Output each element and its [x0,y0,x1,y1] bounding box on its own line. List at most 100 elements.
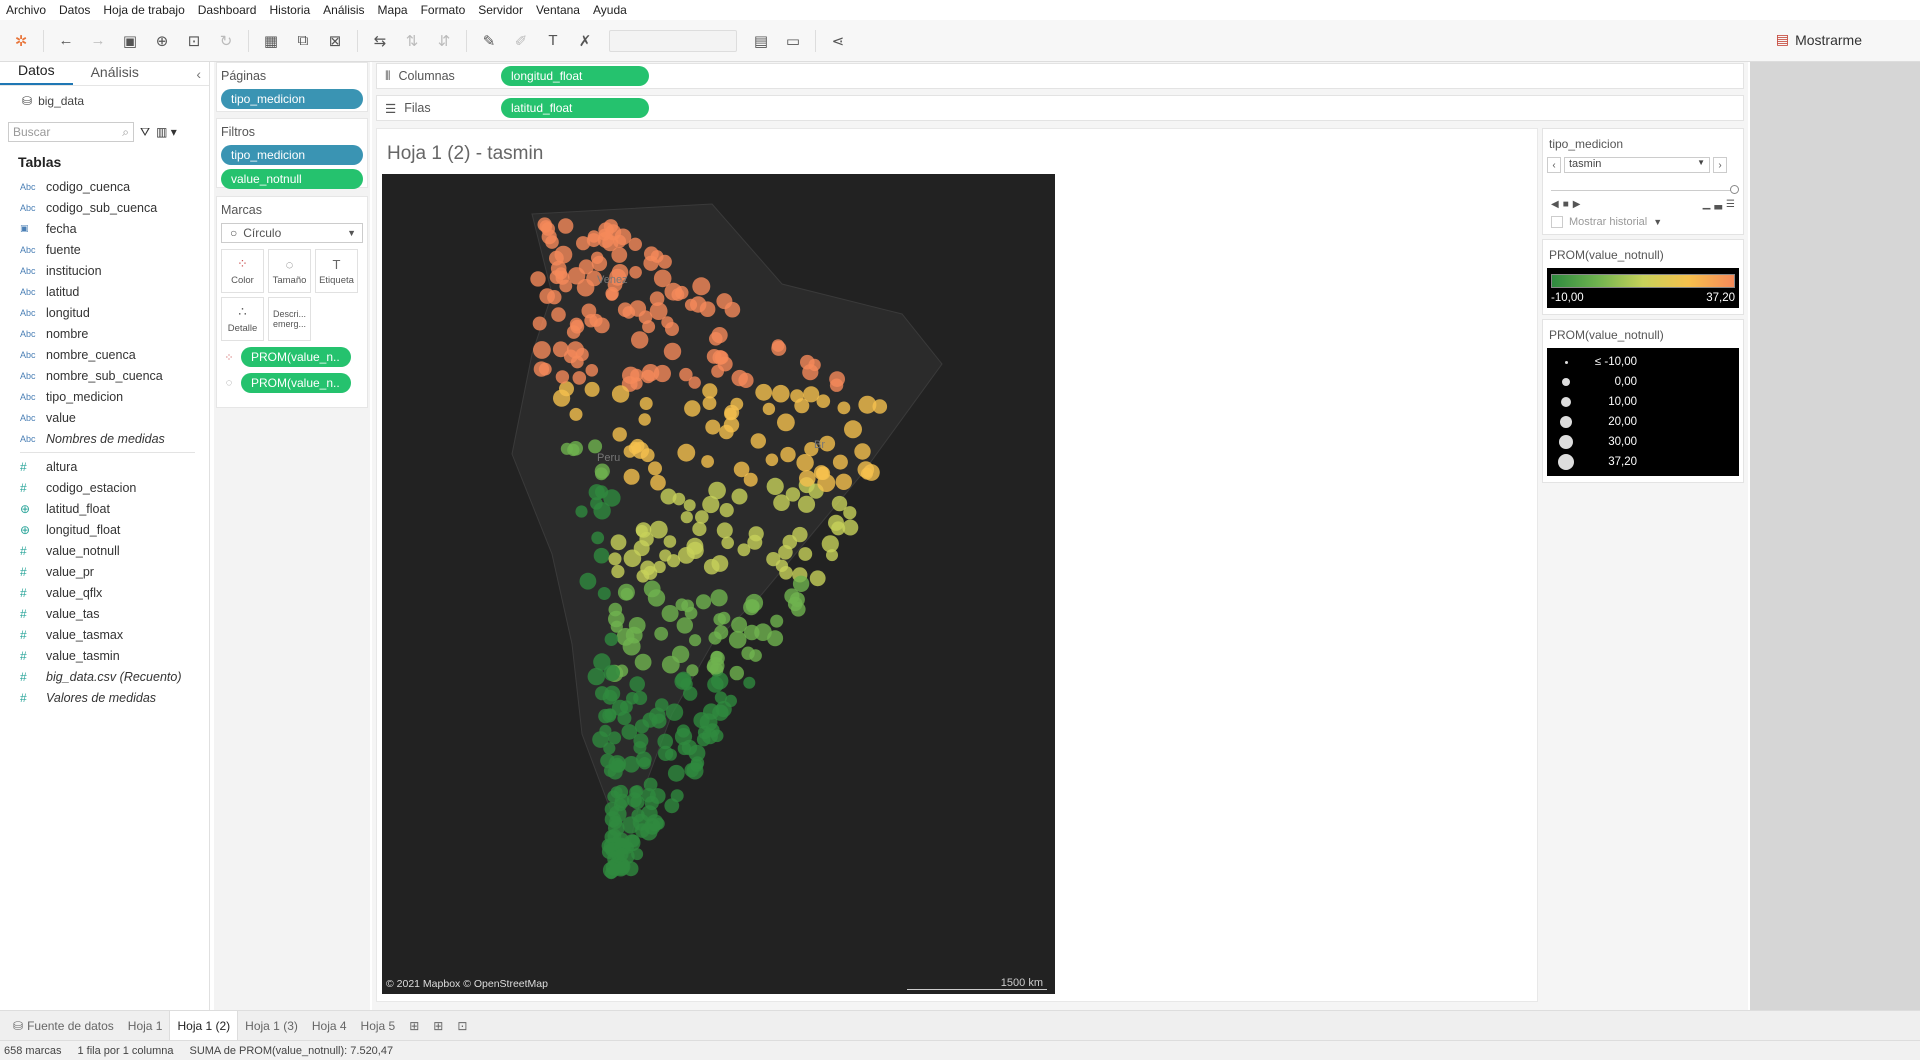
map-mark[interactable] [711,327,728,344]
tab-datasource[interactable]: ⛁ Fuente de datos [6,1011,121,1041]
map-mark[interactable] [653,364,671,383]
map-mark[interactable] [631,441,650,459]
duplicate-sheet-icon[interactable]: ⧉ [297,32,309,49]
menu-servidor[interactable]: Servidor [478,3,523,17]
map-mark[interactable] [831,521,846,536]
map-mark[interactable] [570,319,585,334]
view-options-icon[interactable]: ▥ ▾ [156,125,177,139]
map-mark[interactable] [591,531,605,545]
pages-pill[interactable]: tipo_medicion [221,89,363,109]
map-mark[interactable] [829,378,844,392]
map-mark[interactable] [641,805,658,822]
map-mark[interactable] [575,347,589,362]
clear-sheet-icon[interactable]: ⊠ [328,32,342,50]
tab-hoja-5[interactable]: Hoja 5 [360,1018,396,1033]
map-mark[interactable] [641,369,655,384]
map-mark[interactable] [605,286,619,301]
map-mark[interactable] [798,547,813,561]
menu-hoja[interactable]: Hoja de trabajo [103,3,185,17]
map-mark[interactable] [608,602,623,617]
map-mark[interactable] [593,653,611,671]
map-mark[interactable] [792,575,810,592]
map-mark[interactable] [731,369,748,387]
color-legend-body[interactable]: -10,00 37,20 [1547,268,1739,308]
map-mark[interactable] [713,613,726,626]
map-mark[interactable] [785,487,801,502]
field-item[interactable]: Abc fuente [0,239,209,260]
map-mark[interactable] [695,594,712,610]
new-sheet-icon[interactable]: ▦ [263,32,279,50]
map-mark[interactable] [743,472,758,487]
map-mark[interactable] [799,470,816,487]
map-mark[interactable] [767,630,784,647]
sort-desc-icon[interactable]: ⇵ [437,32,451,50]
map-mark[interactable] [693,712,710,729]
map-mark[interactable] [588,439,603,454]
map-mark[interactable] [586,270,602,287]
map-mark[interactable] [664,282,683,301]
map-mark[interactable] [821,535,839,553]
map-mark[interactable] [730,397,744,411]
map-mark[interactable] [623,756,640,773]
map-mark[interactable] [780,446,796,463]
map-mark[interactable] [539,288,555,304]
map-mark[interactable] [826,549,838,562]
mark-type-select[interactable]: ○ Círculo ▼ [221,223,363,243]
map-mark[interactable] [649,302,668,320]
map-mark[interactable] [667,554,681,568]
map-mark[interactable] [555,370,570,384]
field-item[interactable]: Abc codigo_sub_cuenca [0,197,209,218]
filter-pill-tipo-medicion[interactable]: tipo_medicion [221,145,363,165]
size-button[interactable]: ◌ Tamaño [268,249,311,293]
map-mark[interactable] [728,630,747,649]
map-mark[interactable] [623,549,642,568]
map-mark[interactable] [729,665,744,681]
field-item[interactable]: # value_tasmin [0,645,209,666]
map-mark[interactable] [533,341,551,359]
map-mark[interactable] [686,664,699,677]
map-mark[interactable] [695,510,709,524]
map-mark[interactable] [653,269,672,288]
map-mark[interactable] [688,376,701,389]
map-mark[interactable] [655,698,669,712]
map-mark[interactable] [581,303,597,319]
map-mark[interactable] [816,394,831,408]
map-mark[interactable] [651,713,667,729]
map-mark[interactable] [661,316,674,329]
map-mark[interactable] [650,474,666,491]
map-mark[interactable] [572,371,587,385]
map-mark[interactable] [603,742,616,755]
map-mark[interactable] [621,724,638,740]
map-mark[interactable] [765,453,779,467]
map-mark[interactable] [569,407,583,421]
map-mark[interactable] [854,443,871,460]
map-mark[interactable] [541,229,557,245]
map-mark[interactable] [630,795,645,810]
tab-hoja-4[interactable]: Hoja 4 [311,1018,347,1033]
map-mark[interactable] [789,592,805,608]
map-mark[interactable] [585,364,599,377]
map-mark[interactable] [773,494,790,512]
field-item[interactable]: Abc nombre [0,323,209,344]
redo-icon[interactable]: → [90,32,106,49]
map-mark[interactable] [649,520,668,539]
map-mark[interactable] [831,495,848,512]
search-input[interactable]: Buscar ⌕ [8,122,134,142]
tab-datos[interactable]: Datos [0,62,73,85]
map-mark[interactable] [684,400,701,417]
map-mark[interactable] [591,255,608,272]
speed-slow-icon[interactable]: ▁ [1702,199,1711,210]
share-icon[interactable]: ⋖ [831,32,845,50]
swap-icon[interactable]: ⇆ [373,32,387,50]
map-mark[interactable] [631,848,644,861]
color-pill[interactable]: PROM(value_n.. [241,347,351,367]
map-mark[interactable] [842,519,859,536]
map-mark[interactable] [679,367,693,382]
map-mark[interactable] [604,685,621,702]
map-mark[interactable] [644,246,659,262]
map-mark[interactable] [708,481,726,500]
map-mark[interactable] [576,236,591,251]
label-button[interactable]: T Etiqueta [315,249,358,293]
map-mark[interactable] [707,676,724,693]
map-mark[interactable] [782,534,798,550]
